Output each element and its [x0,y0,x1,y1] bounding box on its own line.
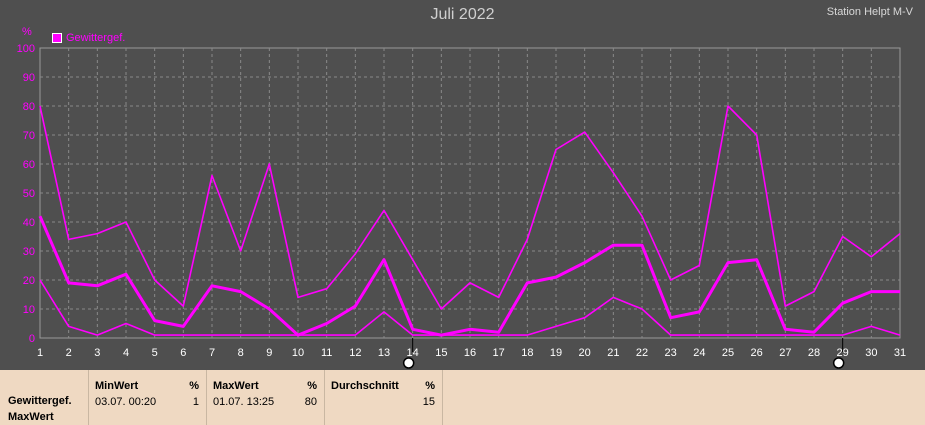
y-tick-label: 10 [23,304,35,316]
x-tick-label: 8 [238,347,244,359]
series-line-mean [38,215,900,337]
y-tick-label: 80 [23,101,35,113]
y-tick-label: 20 [23,275,35,287]
x-tick-label: 18 [521,347,533,359]
avg-column: Durchschnitt % 15 [324,370,443,425]
x-tick-label: 12 [349,347,361,359]
series-line-min [39,279,901,336]
x-tick-label: 30 [865,347,877,359]
x-tick-label: 10 [292,347,304,359]
series-line-max [39,105,901,310]
x-tick-label: 14 [407,347,419,359]
x-tick-label: 11 [321,347,332,359]
x-tick-label: 6 [180,347,186,359]
y-tick-label: 60 [23,159,35,171]
x-tick-label: 29 [837,347,849,359]
x-tick-label: 15 [435,347,447,359]
min-column: MinWert % 03.07. 00:20 1 [88,370,207,425]
x-tick-label: 20 [579,347,591,359]
y-axis-unit: % [22,26,32,38]
stats-row-sublabel: MaxWert [8,411,54,423]
x-tick-label: 7 [209,347,215,359]
min-value: 1 [192,396,199,408]
x-tick-label: 4 [123,347,129,359]
x-tick-label: 19 [550,347,562,359]
min-date: 03.07. 00:20 [95,396,157,408]
avg-unit: % [425,380,435,392]
x-tick-label: 26 [751,347,763,359]
x-tick-label: 25 [722,347,734,359]
max-value: 80 [304,396,317,408]
y-tick-label: 50 [23,188,35,200]
x-tick-label: 3 [94,347,100,359]
stats-panel: Gewittergef. MaxWert MinWert % 03.07. 00… [0,370,925,425]
max-header: MaxWert [213,380,259,392]
min-unit: % [189,380,199,392]
x-tick-label: 2 [66,347,72,359]
station-name: Station Helpt M-V [826,6,913,18]
min-header: MinWert [95,380,139,392]
x-tick-label: 17 [493,347,505,359]
stats-row-label: Gewittergef. [8,395,72,407]
legend: Gewittergef. [52,32,125,44]
y-tick-label: 100 [17,43,35,55]
x-marker-icon [402,357,415,369]
max-date: 01.07. 13:25 [213,396,275,408]
y-tick-label: 70 [23,130,35,142]
x-tick-label: 13 [378,347,390,359]
legend-swatch [52,33,62,43]
y-tick-label: 90 [23,72,35,84]
x-tick-label: 1 [37,347,43,359]
legend-label: Gewittergef. [66,32,126,44]
x-tick-label: 31 [894,347,906,359]
x-marker-icon [832,357,845,369]
x-tick-label: 16 [464,347,476,359]
y-tick-label: 40 [23,217,35,229]
chart-title: Juli 2022 [430,6,495,23]
x-tick-label: 28 [808,347,820,359]
x-tick-label: 9 [266,347,272,359]
x-tick-label: 5 [152,347,158,359]
x-tick-label: 24 [693,347,705,359]
chart-area: 0 10 20 30 40 50 60 70 80 90 100 1 2 3 4 5 6 7 8 9 10 11 12 13 1… [16,6,913,369]
x-tick-label: 23 [665,347,677,359]
panel-divider [442,370,443,425]
x-tick-label: 22 [636,347,648,359]
y-tick-label: 0 [29,333,35,345]
max-column: MaxWert % 01.07. 13:25 80 [206,370,325,425]
avg-value: 15 [422,396,435,408]
x-tick-label: 27 [779,347,791,359]
avg-header: Durchschnitt [331,380,399,392]
max-unit: % [307,380,317,392]
stats-row-header: Gewittergef. MaxWert [0,370,88,425]
y-tick-label: 30 [23,246,35,258]
x-tick-label: 21 [607,347,619,359]
